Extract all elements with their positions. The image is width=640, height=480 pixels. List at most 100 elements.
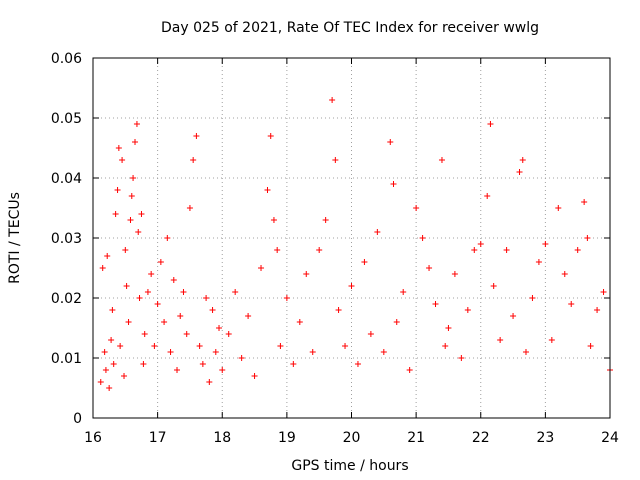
data-point — [110, 361, 117, 367]
data-point — [114, 187, 121, 193]
data-point — [348, 283, 355, 289]
x-tick-label: 23 — [536, 430, 554, 446]
data-point — [112, 211, 119, 217]
data-points — [97, 97, 613, 391]
x-tick-label: 24 — [601, 430, 619, 446]
data-point — [458, 355, 465, 361]
data-point — [199, 361, 206, 367]
data-point — [267, 133, 274, 139]
data-point — [196, 343, 203, 349]
data-point — [374, 229, 381, 235]
data-point — [519, 157, 526, 163]
data-point — [164, 235, 171, 241]
x-tick-label: 16 — [84, 430, 102, 446]
data-point — [186, 205, 193, 211]
data-point — [128, 193, 135, 199]
data-point — [296, 319, 303, 325]
y-tick-label: 0.03 — [51, 231, 82, 247]
x-tick-label: 18 — [213, 430, 231, 446]
data-point — [258, 265, 265, 271]
data-point — [367, 331, 374, 337]
data-point — [135, 229, 142, 235]
data-point — [393, 319, 400, 325]
data-point — [119, 157, 126, 163]
data-point — [594, 307, 601, 313]
data-point — [133, 121, 140, 127]
data-point — [264, 187, 271, 193]
data-point — [419, 235, 426, 241]
x-tick-label: 22 — [472, 430, 490, 446]
data-point — [484, 193, 491, 199]
data-point — [270, 217, 277, 223]
y-tick-label: 0.04 — [51, 171, 82, 187]
data-point — [329, 97, 336, 103]
data-point — [316, 247, 323, 253]
data-point — [245, 313, 252, 319]
data-point — [102, 367, 109, 373]
data-point — [161, 319, 168, 325]
data-point — [170, 277, 177, 283]
axis-ticks — [92, 57, 611, 419]
data-point — [127, 217, 134, 223]
data-point — [121, 373, 128, 379]
data-point — [104, 253, 111, 259]
data-point — [361, 259, 368, 265]
y-tick-label: 0 — [73, 411, 82, 427]
x-tick-label: 19 — [278, 430, 296, 446]
data-point — [232, 289, 239, 295]
x-tick-label: 17 — [149, 430, 167, 446]
data-point — [587, 343, 594, 349]
data-point — [380, 349, 387, 355]
y-axis-label: ROTI / TECUs — [7, 192, 23, 284]
data-point — [122, 247, 129, 253]
data-point — [561, 271, 568, 277]
y-tick-label: 0.06 — [51, 51, 82, 67]
data-point — [109, 307, 116, 313]
data-point — [290, 361, 297, 367]
data-point — [216, 325, 223, 331]
data-point — [130, 175, 137, 181]
y-tick-label: 0.01 — [51, 351, 82, 367]
y-tick-labels: 0 0.01 0.02 0.03 0.04 0.05 0.06 — [51, 51, 82, 427]
data-point — [548, 337, 555, 343]
data-point — [342, 343, 349, 349]
data-point — [322, 217, 329, 223]
data-point — [426, 265, 433, 271]
data-point — [555, 205, 562, 211]
x-tick-label: 21 — [407, 430, 425, 446]
data-point — [148, 271, 155, 277]
data-point — [123, 283, 130, 289]
data-point — [180, 289, 187, 295]
data-point — [274, 247, 281, 253]
data-point — [132, 139, 139, 145]
data-point — [503, 247, 510, 253]
data-point — [303, 271, 310, 277]
data-point — [335, 307, 342, 313]
data-point — [568, 301, 575, 307]
data-point — [522, 349, 529, 355]
data-point — [115, 145, 122, 151]
gridlines — [93, 58, 610, 418]
data-point — [108, 337, 115, 343]
data-point — [136, 295, 143, 301]
data-point — [141, 331, 148, 337]
data-point — [487, 121, 494, 127]
data-point — [600, 289, 607, 295]
data-point — [177, 313, 184, 319]
data-point — [154, 301, 161, 307]
data-point — [413, 205, 420, 211]
data-point — [581, 199, 588, 205]
data-point — [99, 265, 106, 271]
data-point — [157, 259, 164, 265]
data-point — [516, 169, 523, 175]
data-point — [140, 361, 147, 367]
data-point — [238, 355, 245, 361]
data-point — [106, 385, 113, 391]
data-point — [332, 157, 339, 163]
data-point — [497, 337, 504, 343]
data-point — [151, 343, 158, 349]
data-point — [471, 247, 478, 253]
chart-title: Day 025 of 2021, Rate Of TEC Index for r… — [161, 20, 539, 36]
data-point — [101, 349, 108, 355]
